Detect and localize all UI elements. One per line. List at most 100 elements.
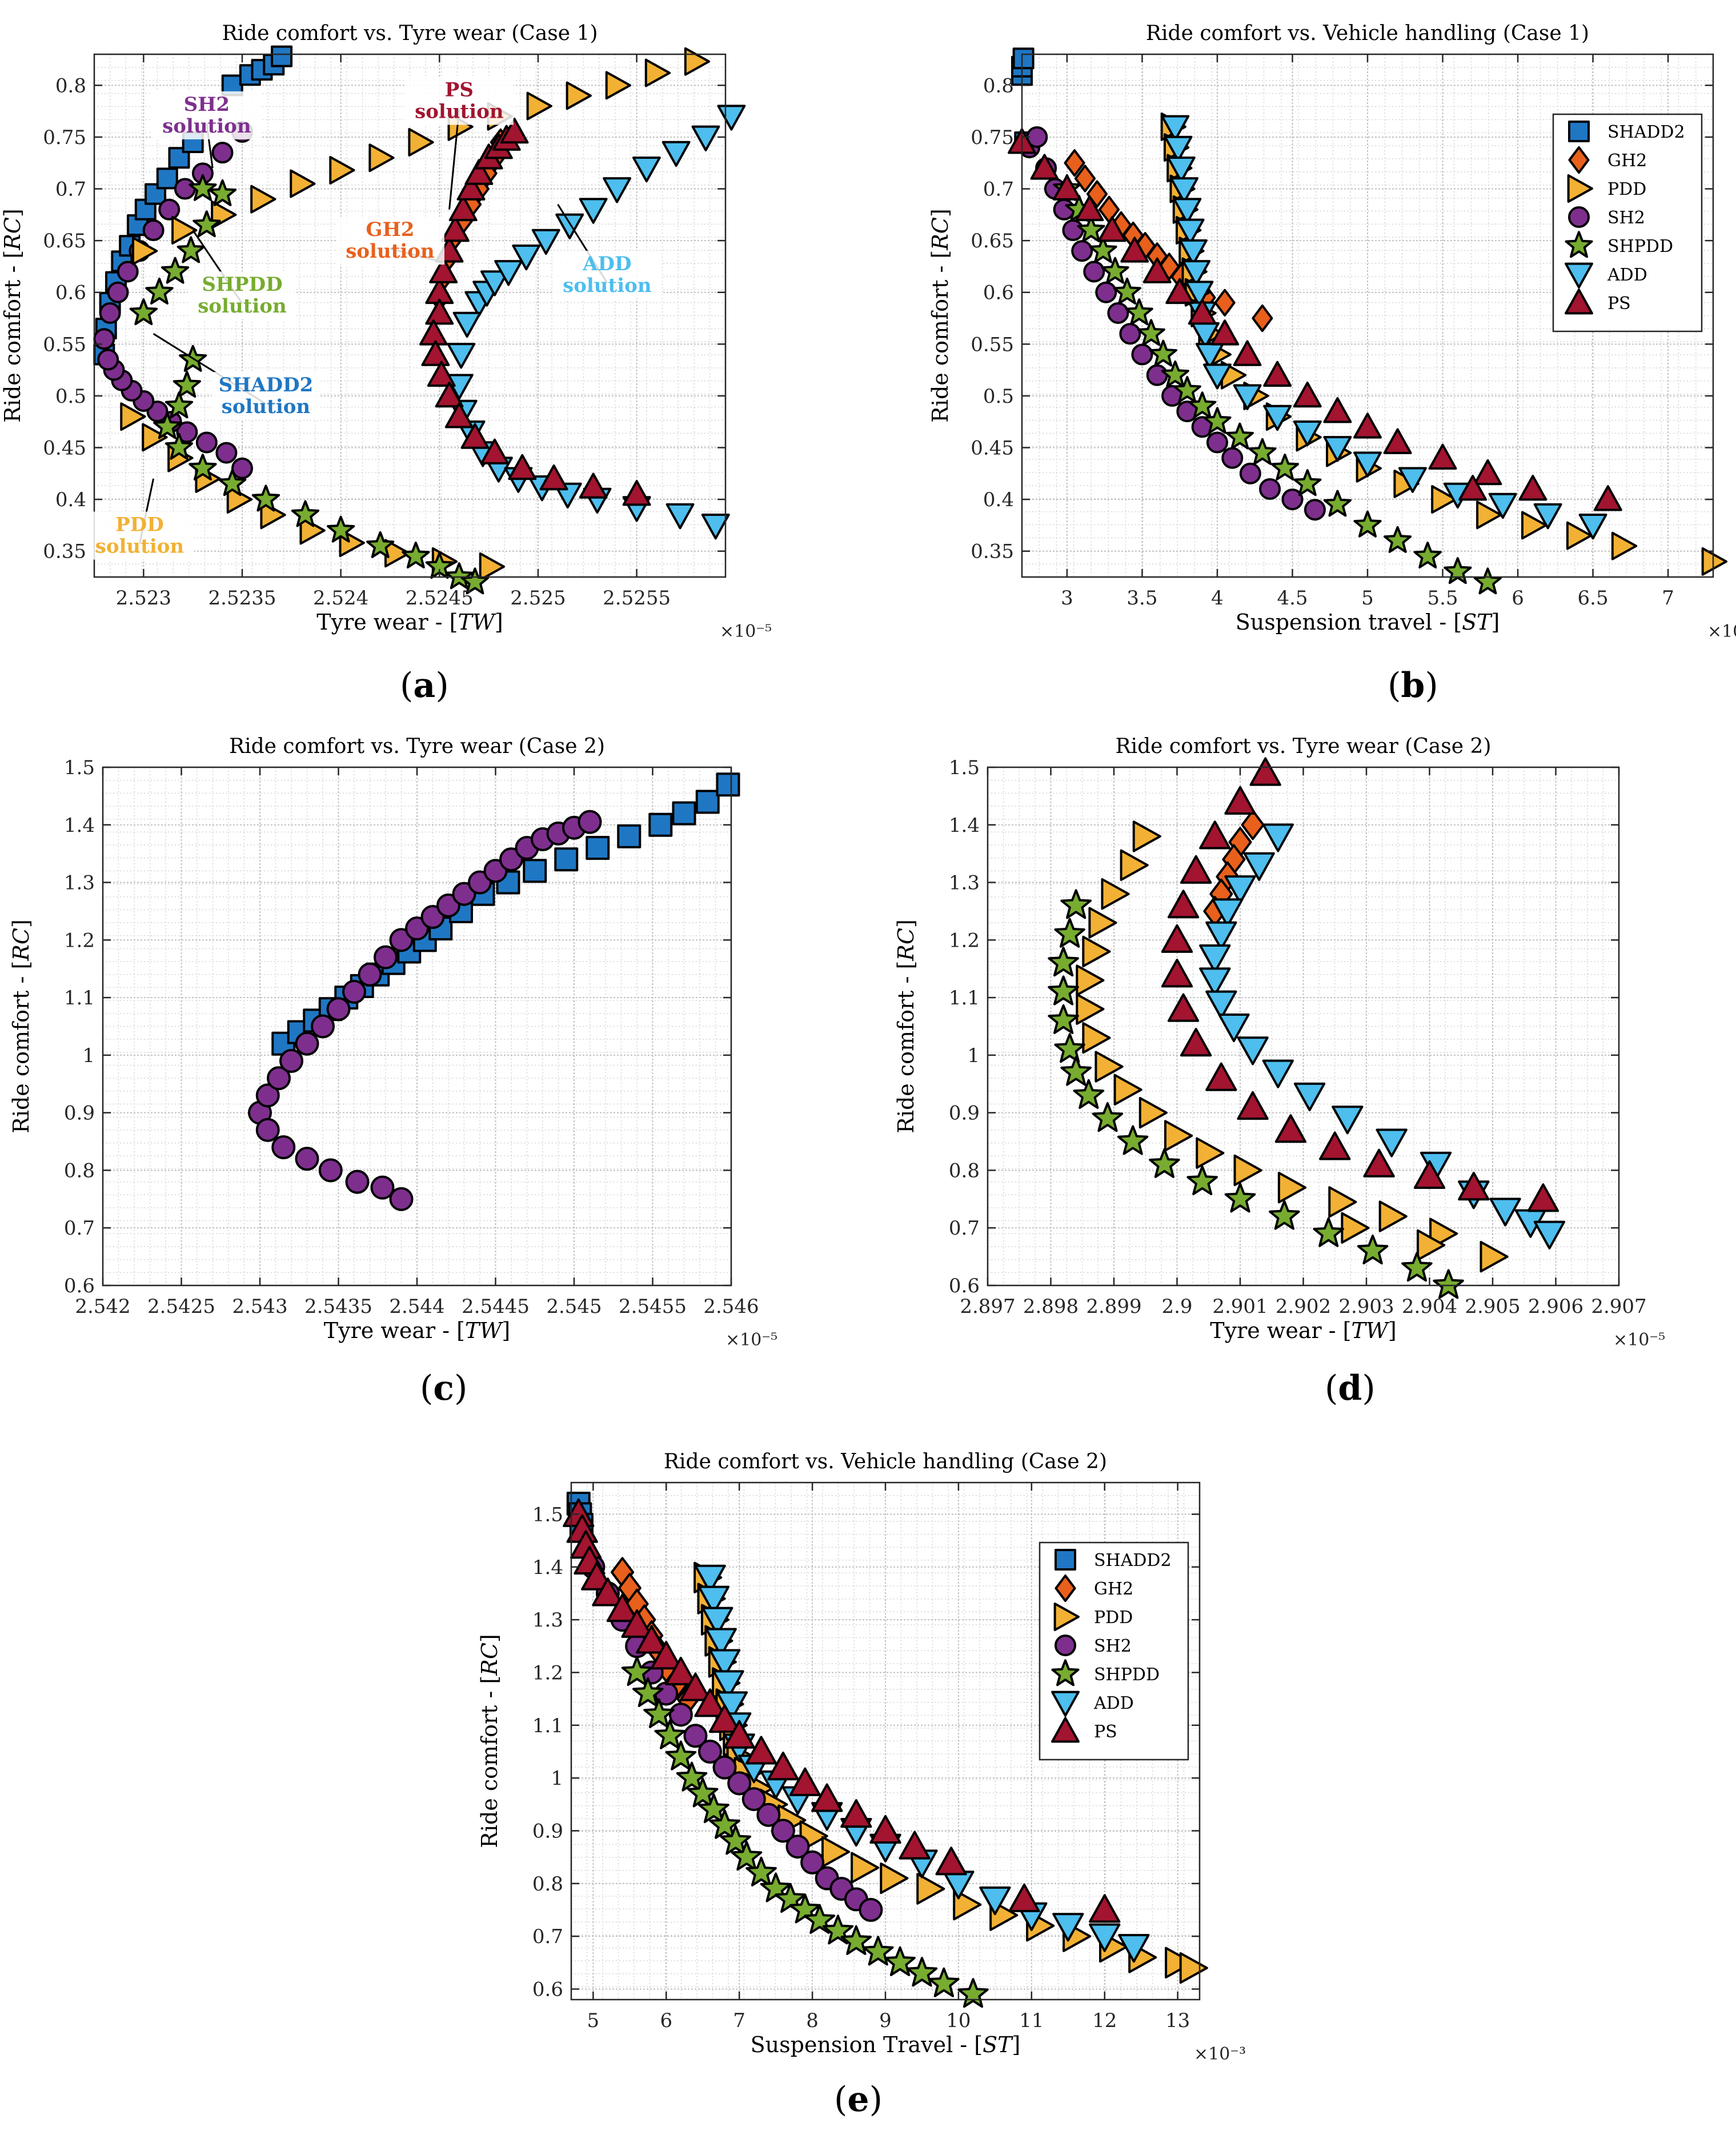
chart-c-point-sh2: [389, 1187, 414, 1211]
chart-a-annotation-bg: [85, 511, 194, 560]
chart-e-ytick-label: 0.6: [532, 1978, 563, 2001]
chart-e-point-ps: [636, 1625, 668, 1654]
chart-c-point-sh2: [267, 1066, 291, 1091]
chart-a-point-ps: [460, 423, 490, 449]
chart-e-legend-label: GH2: [1094, 1579, 1133, 1599]
chart-b-ytick-label: 0.65: [971, 230, 1014, 253]
chart-e-point-sh2: [698, 1739, 723, 1764]
chart-a-point-shpdd: [173, 371, 201, 398]
chart-b-point-shpdd: [1125, 298, 1153, 326]
chart-a-point-sh2: [174, 178, 196, 200]
chart-b-point-add: [1161, 115, 1190, 141]
chart-b-ylabel: Ride comfort - [RC]: [928, 209, 953, 423]
chart-c-xtick-label: 2.5445: [462, 1295, 530, 1318]
chart-a-point-ps: [480, 438, 509, 464]
chart-d-point-pdd: [1113, 1073, 1142, 1106]
chart-e-ytick-label: 1: [551, 1767, 563, 1790]
chart-a-point-sh2: [211, 142, 234, 164]
chart-b-legend-marker-pdd: [1567, 174, 1593, 203]
chart-a-point-pdd: [131, 237, 158, 266]
chart-a-point-ps: [425, 299, 454, 325]
chart-a-point-pdd: [644, 58, 671, 87]
chart-a-xtick-label: 2.525: [510, 587, 566, 610]
chart-d-point-add: [1218, 1013, 1250, 1043]
chart-d-point-ps: [1167, 890, 1200, 919]
chart-d-xtick-label: 2.898: [1023, 1295, 1079, 1318]
panel-label-b: (b): [1388, 666, 1438, 706]
chart-d-point-pdd: [1082, 935, 1111, 968]
chart-c-ytick-label: 1.1: [64, 987, 95, 1010]
chart-b-point-sh2: [1083, 261, 1105, 283]
chart-a-svg: 2.523 2.5235 2.524 2.5245 2.525 2.5255 0.35 0.4…: [0, 22, 772, 642]
chart-d-ytick-label: 1.4: [949, 814, 980, 837]
chart-b-point-ps: [1233, 340, 1262, 366]
chart-e-point-shpdd: [720, 1825, 752, 1855]
chart-a-ylabel: Ride comfort - [RC]: [0, 209, 25, 423]
chart-a-xtick-label: 2.524: [313, 587, 368, 610]
chart-e-point-add: [697, 1585, 730, 1615]
chart-e-point-shpdd: [643, 1698, 675, 1728]
chart-b-point-ps: [1383, 428, 1412, 454]
chart-b-point-shpdd: [1077, 215, 1105, 243]
chart-e-point-shpdd: [632, 1677, 664, 1707]
chart-b-legend-label: PDD: [1607, 179, 1646, 199]
chart-b-title: Ride comfort vs. Vehicle handling (Case …: [1146, 22, 1589, 45]
chart-d-point-shpdd: [1401, 1252, 1433, 1282]
chart-b-point-ps: [1458, 475, 1488, 501]
chart-e-xtick-label: 7: [733, 2009, 745, 2032]
chart-c-point-sh2: [295, 1031, 319, 1056]
chart-d-point-shpdd: [1054, 1033, 1085, 1063]
chart-a-point-sh2: [93, 328, 115, 350]
chart-e-xlabel: Suspension Travel - [ST]: [751, 2032, 1021, 2057]
chart-e-point-shpdd: [862, 1936, 894, 1966]
chart-d-series-add: [1199, 823, 1566, 1249]
chart-d-ytick-label: 0.9: [949, 1102, 980, 1125]
chart-a-point-pdd: [142, 423, 168, 452]
chart-b-point-shpdd: [1149, 339, 1177, 367]
chart-b-point-ps: [1353, 412, 1382, 439]
chart-e-point-ps: [694, 1688, 726, 1717]
chart-a-annotation-label: SH2: [184, 93, 230, 116]
chart-a-point-ps: [429, 257, 458, 283]
chart-b-exponent: ×10⁻³: [1707, 622, 1736, 642]
chart-c-point-sh2: [374, 945, 398, 970]
chart-a-ytick-label: 0.45: [43, 437, 86, 460]
chart-b-xtick-label: 7: [1662, 587, 1674, 610]
chart-d-point-shpdd: [1149, 1148, 1180, 1178]
chart-c-xlabel: Tyre wear - [TW]: [324, 1318, 510, 1343]
chart-a-point-sh2: [97, 349, 119, 371]
chart-d-points: [1048, 757, 1566, 1299]
chart-b-ytick-label: 0.5: [983, 385, 1014, 408]
chart-b-point-sh2: [1146, 364, 1168, 386]
chart-d-point-ps: [1180, 1028, 1212, 1057]
chart-e-legend-marker-pdd: [1053, 1603, 1080, 1631]
chart-b-point-ps: [1030, 154, 1059, 180]
chart-b-ytick-label: 0.6: [983, 282, 1014, 305]
chart-b-point-shpdd: [1173, 376, 1201, 403]
chart-e-point-add: [1118, 1934, 1150, 1963]
chart-d-title: Ride comfort vs. Tyre wear (Case 2): [1116, 735, 1492, 758]
chart-d-point-shpdd: [1092, 1102, 1124, 1132]
chart-b-point-ps: [1428, 443, 1457, 470]
chart-d-point-add: [1332, 1105, 1364, 1135]
chart-e-points: [563, 1491, 1208, 2008]
chart-d-exponent: ×10⁻⁵: [1613, 1330, 1665, 1350]
chart-c-point-sh2: [279, 1048, 303, 1073]
chart-d-xtick-label: 2.902: [1276, 1295, 1331, 1318]
chart-d-point-add: [1205, 921, 1237, 950]
chart-e-legend-label: PDD: [1094, 1608, 1133, 1628]
chart-a-point-shpdd: [366, 531, 395, 558]
chart-a-point-ps: [444, 402, 474, 428]
chart-d-xtick-label: 2.906: [1528, 1295, 1583, 1318]
chart-e-point-shpdd: [804, 1904, 836, 1934]
chart-e-point-shpdd: [676, 1761, 708, 1792]
chart-e-ytick-label: 0.7: [532, 1925, 563, 1948]
chart-d-point-shpdd: [1357, 1234, 1389, 1265]
chart-e-point-shpdd: [687, 1777, 719, 1808]
chart-d-ytick-label: 1.3: [949, 872, 980, 895]
chart-e-xtick-label: 11: [1019, 2009, 1044, 2032]
chart-b-point-ps: [1052, 174, 1081, 201]
chart-d-point-add: [1205, 990, 1237, 1019]
chart-e-point-sh2: [756, 1802, 781, 1827]
chart-b-point-shpdd: [1248, 438, 1277, 465]
